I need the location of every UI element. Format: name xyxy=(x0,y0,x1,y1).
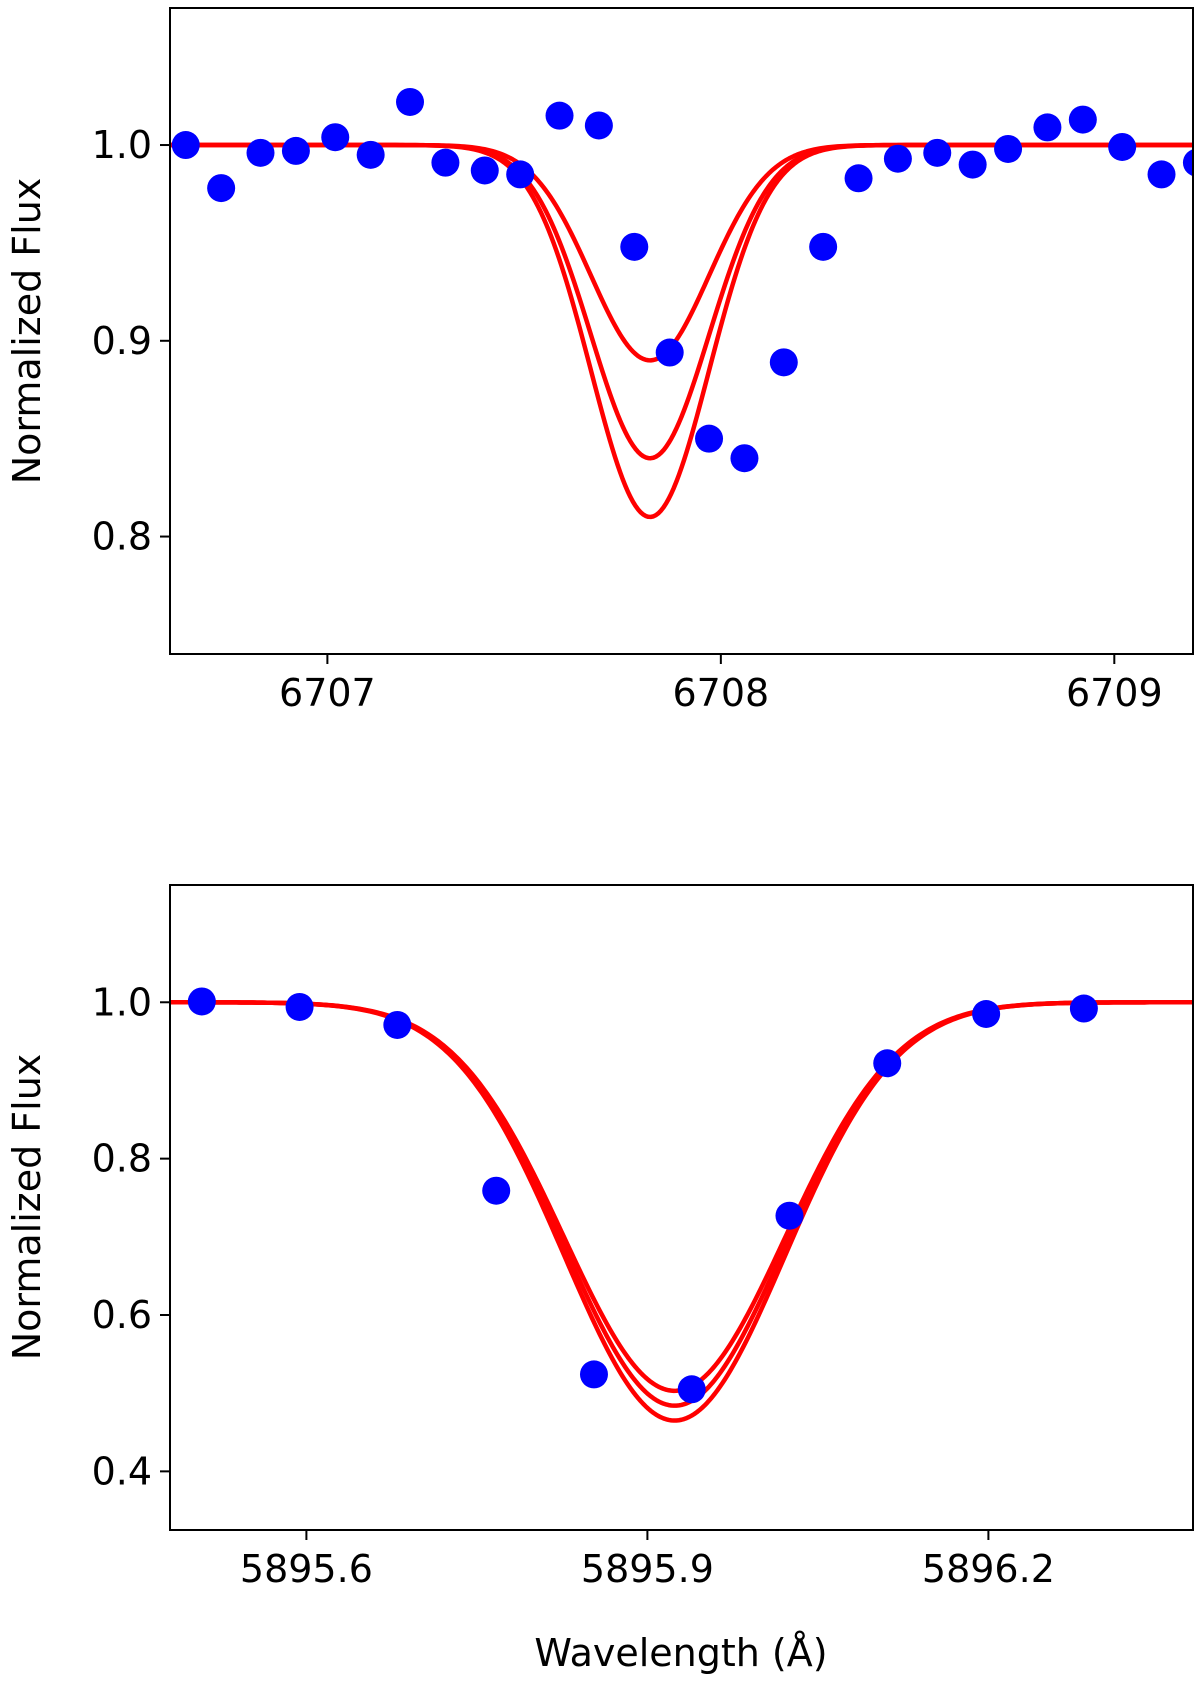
top-data-point xyxy=(171,131,200,160)
top-x-tick-label: 6707 xyxy=(279,671,376,715)
top-data-point xyxy=(396,87,425,116)
top-data-point xyxy=(281,136,310,165)
bottom-y-tick-label: 0.6 xyxy=(92,1293,152,1337)
sodium-line-panel: 0.4 0.6 0.8 1.0 5895.6 5895.9 5896.2 Normaliz… xyxy=(5,884,1194,1675)
top-y-axis-label: Normalized Flux xyxy=(5,178,49,485)
x-axis-label: Wavelength (Å) xyxy=(534,1631,827,1675)
top-data-point xyxy=(356,140,385,169)
top-data-point xyxy=(730,444,759,473)
bottom-y-ticks: 0.4 0.6 0.8 1.0 xyxy=(92,980,170,1493)
top-axes-frame xyxy=(169,7,1194,655)
lithium-line-panel: 0.8 0.9 1.0 6707 6708 6709 Normalized Flux xyxy=(5,7,1194,715)
bottom-x-tick-label: 5895.9 xyxy=(581,1547,714,1591)
bottom-observed-points xyxy=(187,987,1098,1404)
top-data-point xyxy=(655,338,684,367)
top-data-point xyxy=(958,150,987,179)
bottom-data-point xyxy=(482,1176,511,1205)
top-y-tick-label: 1.0 xyxy=(92,123,152,167)
bottom-model-curve-3 xyxy=(170,1000,1193,1423)
top-x-tick-label: 6709 xyxy=(1066,671,1163,715)
bottom-data-point xyxy=(383,1010,412,1039)
bottom-x-ticks: 5895.6 5895.9 5896.2 xyxy=(240,1530,1055,1591)
top-data-point xyxy=(246,138,275,167)
bottom-y-tick-label: 0.8 xyxy=(92,1137,152,1181)
top-y-tick-label: 0.9 xyxy=(92,319,152,363)
top-x-ticks: 6707 6708 6709 xyxy=(279,654,1163,715)
bottom-x-tick-label: 5895.6 xyxy=(240,1547,373,1591)
top-data-point xyxy=(321,123,350,152)
top-data-point xyxy=(506,160,535,189)
bottom-data-point xyxy=(873,1049,902,1078)
top-data-point xyxy=(1182,149,1193,177)
bottom-data-point xyxy=(187,987,216,1016)
top-data-point xyxy=(470,156,499,185)
top-data-point xyxy=(844,164,873,193)
top-data-point xyxy=(769,348,798,377)
top-data-point xyxy=(431,148,460,177)
top-data-point xyxy=(923,138,952,167)
bottom-data-point xyxy=(677,1375,706,1404)
top-data-point xyxy=(1033,113,1062,142)
bottom-data-point xyxy=(579,1360,608,1389)
top-data-point xyxy=(883,144,912,173)
top-data-point xyxy=(620,232,649,261)
bottom-y-axis-label: Normalized Flux xyxy=(5,1054,49,1361)
bottom-x-tick-label: 5896.2 xyxy=(922,1547,1055,1591)
top-data-point xyxy=(584,111,613,140)
top-data-point xyxy=(1068,105,1097,134)
bottom-y-tick-label: 1.0 xyxy=(92,980,152,1024)
bottom-data-point xyxy=(1069,994,1098,1023)
top-y-tick-label: 0.8 xyxy=(92,515,152,559)
top-data-point xyxy=(1108,132,1137,161)
bottom-data-point xyxy=(775,1201,804,1230)
top-data-point xyxy=(1147,160,1176,189)
top-data-point xyxy=(994,134,1023,163)
bottom-y-tick-label: 0.4 xyxy=(92,1449,152,1493)
bottom-data-point xyxy=(285,992,314,1021)
top-observed-points xyxy=(171,87,1193,473)
bottom-plot-area xyxy=(170,885,1193,1530)
top-y-ticks: 0.8 0.9 1.0 xyxy=(92,123,170,559)
bottom-data-point xyxy=(972,1000,1001,1028)
top-x-tick-label: 6708 xyxy=(672,671,769,715)
bottom-axes-frame xyxy=(169,884,1194,1531)
top-data-point xyxy=(545,101,574,130)
top-data-point xyxy=(809,232,838,261)
top-data-point xyxy=(695,424,724,453)
top-data-point xyxy=(207,174,236,203)
